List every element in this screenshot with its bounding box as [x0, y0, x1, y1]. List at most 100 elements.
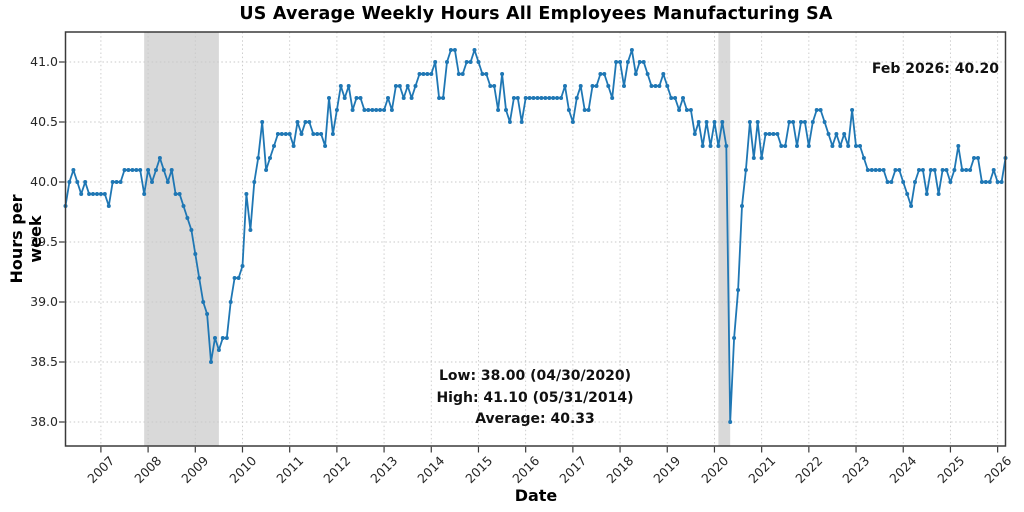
- data-point: [771, 132, 776, 136]
- data-point: [826, 132, 831, 136]
- data-point: [810, 120, 815, 124]
- data-point: [118, 180, 123, 184]
- data-point: [979, 180, 984, 184]
- data-point: [177, 192, 182, 196]
- data-point: [759, 156, 764, 160]
- data-point: [138, 168, 143, 172]
- data-point: [161, 168, 166, 172]
- data-point: [216, 348, 221, 352]
- data-point: [551, 96, 556, 100]
- data-point: [905, 192, 910, 196]
- data-point: [920, 168, 925, 172]
- data-point: [307, 120, 312, 124]
- data-point: [972, 156, 976, 160]
- last-point-annotation: Feb 2026: 40.20: [871, 61, 999, 77]
- data-point: [767, 132, 772, 136]
- data-point: [500, 72, 505, 76]
- data-point: [389, 108, 394, 112]
- data-point: [79, 192, 84, 196]
- data-point: [653, 84, 658, 88]
- data-point: [704, 120, 709, 124]
- data-point: [244, 192, 249, 196]
- data-point: [602, 72, 607, 76]
- data-point: [382, 108, 387, 112]
- data-point: [173, 192, 178, 196]
- data-point: [791, 120, 796, 124]
- data-point: [287, 132, 292, 136]
- data-point: [496, 108, 501, 112]
- data-point: [684, 108, 689, 112]
- data-point: [869, 168, 874, 172]
- data-point: [940, 168, 945, 172]
- data-point: [555, 96, 560, 100]
- data-point: [563, 84, 567, 88]
- data-point: [983, 180, 988, 184]
- data-point: [901, 180, 906, 184]
- data-point: [189, 228, 194, 232]
- data-point: [445, 60, 449, 64]
- data-point: [637, 60, 642, 64]
- data-point: [205, 312, 210, 316]
- data-point: [193, 252, 198, 256]
- data-point: [224, 336, 229, 340]
- data-point: [185, 216, 190, 220]
- data-point: [559, 96, 564, 100]
- y-tick-label: 39.0: [30, 294, 58, 309]
- data-point: [169, 168, 174, 172]
- data-point: [909, 204, 914, 208]
- data-point: [673, 96, 678, 100]
- data-point: [213, 336, 217, 340]
- data-point: [657, 84, 662, 88]
- data-point: [747, 120, 752, 124]
- y-tick-label: 40.0: [30, 174, 58, 189]
- data-point: [437, 96, 442, 100]
- data-point: [130, 168, 135, 172]
- data-point: [370, 108, 375, 112]
- data-point: [547, 96, 552, 100]
- data-point: [87, 192, 92, 196]
- data-point: [960, 168, 965, 172]
- data-point: [924, 192, 929, 196]
- data-point: [201, 300, 206, 304]
- stats-average: Average: 40.33: [475, 411, 595, 427]
- data-point: [799, 120, 803, 124]
- data-point: [944, 168, 949, 172]
- data-point: [539, 96, 544, 100]
- data-point: [818, 108, 823, 112]
- data-point: [279, 132, 284, 136]
- data-point: [834, 132, 839, 136]
- data-point: [342, 96, 347, 100]
- data-point: [366, 108, 371, 112]
- data-point: [751, 156, 756, 160]
- data-point: [661, 72, 666, 76]
- data-point: [594, 84, 599, 88]
- y-tick-label: 39.5: [30, 234, 58, 249]
- data-point: [362, 108, 367, 112]
- data-point: [696, 120, 701, 124]
- data-point: [665, 84, 670, 88]
- data-point: [299, 132, 304, 136]
- data-point: [873, 168, 878, 172]
- data-point: [295, 120, 300, 124]
- data-point: [763, 132, 768, 136]
- data-point: [787, 120, 792, 124]
- plot-border: [64, 31, 1007, 447]
- data-point: [492, 84, 497, 88]
- data-point: [311, 132, 316, 136]
- data-point: [952, 168, 957, 172]
- data-point: [649, 84, 654, 88]
- data-point: [146, 168, 151, 172]
- data-point: [846, 144, 851, 148]
- data-point: [476, 60, 481, 64]
- data-point: [197, 276, 202, 280]
- data-point: [75, 180, 80, 184]
- data-point: [350, 108, 355, 112]
- data-point: [464, 60, 469, 64]
- data-point: [743, 168, 748, 172]
- data-point: [700, 144, 705, 148]
- data-point: [582, 108, 587, 112]
- data-point: [968, 168, 973, 172]
- data-point: [323, 144, 328, 148]
- data-point: [334, 108, 339, 112]
- data-point: [629, 48, 634, 52]
